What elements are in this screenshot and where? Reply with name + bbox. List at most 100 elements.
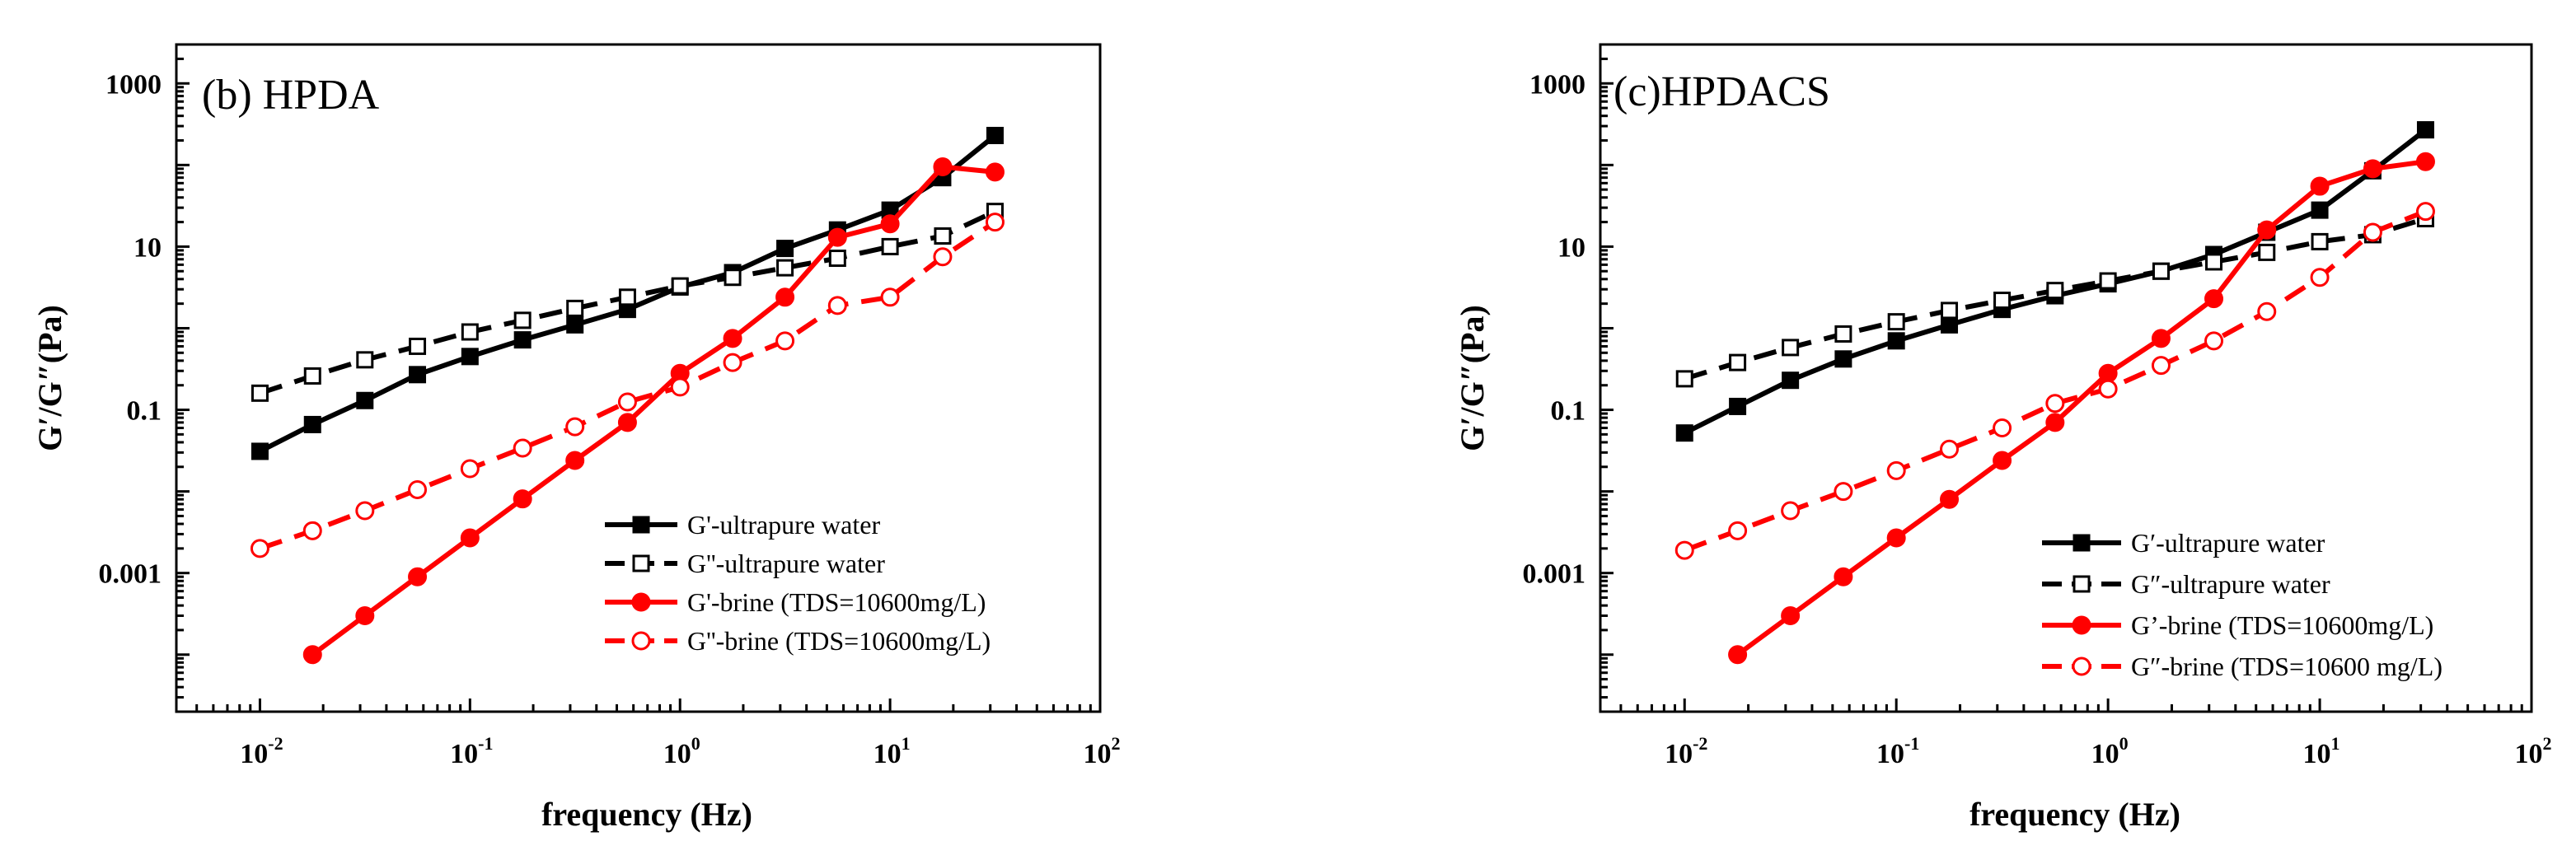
data-point	[775, 287, 795, 307]
data-point	[303, 367, 321, 385]
data-point	[1887, 313, 1905, 331]
chart-panel-1: 10-2 10-1 100 101 102 0.001 0.1 10 1000 frequency…	[1454, 43, 2552, 833]
data-point	[565, 451, 585, 470]
legend: G'-ultrapure water G''-ultrapure water G'-…	[605, 510, 991, 656]
panel-title: (c)HPDACS	[1614, 68, 1830, 115]
data-point	[828, 250, 846, 268]
y-tick-label: 1000	[105, 69, 162, 100]
data-point	[618, 288, 636, 306]
data-point	[356, 391, 374, 409]
legend-label: G'-ultrapure water	[687, 510, 880, 540]
y-axis-title: G′/G″(Pa)	[31, 305, 68, 451]
data-point	[1728, 521, 1748, 540]
data-point	[1834, 325, 1852, 343]
data-point	[2415, 152, 2435, 171]
data-point	[2151, 356, 2171, 376]
data-point	[1782, 339, 1800, 357]
panel-title: (b) HPDA	[202, 72, 380, 119]
data-point	[881, 237, 899, 255]
data-point	[2416, 121, 2434, 139]
data-point	[1675, 370, 1693, 388]
data-point	[775, 331, 795, 351]
data-point	[880, 287, 900, 307]
data-point	[1941, 315, 1959, 334]
x-tick-label: 101	[873, 733, 911, 769]
y-tick-label: 0.1	[127, 396, 162, 427]
x-tick-label: 102	[1084, 733, 1121, 769]
legend: G′-ultrapure water G″-ultrapure water G’-b…	[2042, 528, 2443, 681]
data-point	[460, 528, 480, 548]
data-point	[565, 417, 585, 437]
legend-label: G’-brine (TDS=10600mg/L)	[2131, 610, 2433, 640]
series-line	[259, 220, 997, 551]
y-tick-label: 0.1	[1551, 396, 1586, 427]
legend-label: G''-ultrapure water	[687, 549, 885, 578]
data-point	[2152, 262, 2170, 280]
data-point	[409, 337, 427, 355]
data-point	[2151, 329, 2171, 348]
data-point	[2311, 201, 2329, 219]
data-point	[460, 459, 480, 479]
data-point	[1940, 489, 1960, 509]
data-point	[2258, 243, 2276, 261]
series-2	[1728, 152, 2435, 665]
x-tick-label: 102	[2515, 733, 2552, 769]
data-point	[933, 157, 953, 177]
data-point	[776, 240, 794, 258]
data-point	[2045, 413, 2065, 432]
x-tick-label: 10-2	[240, 733, 283, 769]
data-point	[1887, 332, 1905, 350]
data-point	[2205, 253, 2223, 271]
data-point	[1940, 439, 1960, 459]
legend-marker	[2072, 615, 2091, 635]
legend-marker	[2073, 575, 2091, 593]
x-axis-title: frequency (Hz)	[1969, 796, 2180, 833]
data-point	[617, 413, 637, 432]
data-point	[1993, 418, 2012, 438]
data-point	[2257, 220, 2277, 240]
x-tick-label: 10-2	[1665, 733, 1707, 769]
data-point	[2363, 159, 2382, 179]
legend-label: G″-ultrapure water	[2131, 569, 2330, 599]
data-point	[2098, 363, 2118, 383]
x-tick-label: 10-1	[1876, 733, 1919, 769]
y-tick-label: 10	[133, 232, 162, 263]
x-tick-label: 101	[2303, 733, 2340, 769]
data-point	[408, 480, 428, 500]
data-point	[1834, 567, 1853, 586]
data-point	[302, 521, 322, 540]
series-1	[251, 203, 1004, 402]
data-point	[461, 323, 479, 341]
data-point	[2204, 331, 2224, 351]
x-tick-label: 100	[2091, 733, 2129, 769]
data-point	[250, 539, 269, 558]
series-2	[302, 157, 1005, 665]
data-point	[1729, 353, 1747, 371]
data-point	[303, 415, 321, 433]
legend-marker	[631, 592, 651, 612]
legend-marker	[632, 516, 650, 534]
data-point	[986, 127, 1004, 145]
data-point	[1834, 350, 1852, 368]
data-point	[251, 442, 269, 460]
legend-label: G'-brine (TDS=10600mg/L)	[687, 587, 986, 617]
x-axis-title: frequency (Hz)	[541, 796, 752, 833]
data-point	[827, 296, 847, 315]
data-point	[617, 392, 637, 412]
chart-panel-0: 10-2 10-1 100 101 102 0.001 0.1 10 1000 frequency…	[31, 43, 1121, 833]
series-line	[1684, 208, 2427, 553]
data-point	[723, 329, 742, 348]
legend-marker	[2072, 656, 2091, 676]
data-point	[513, 489, 532, 509]
series-line	[1735, 159, 2426, 657]
data-point	[409, 366, 427, 384]
legend-label: G″-brine (TDS=10600 mg/L)	[2131, 652, 2443, 681]
x-tick-label: 100	[663, 733, 700, 769]
data-point	[671, 277, 689, 295]
data-point	[670, 377, 690, 397]
legend-label: G′-ultrapure water	[2131, 528, 2325, 558]
data-point	[723, 353, 742, 372]
plot-frame	[1599, 43, 2533, 713]
data-point	[566, 315, 584, 334]
data-point	[1782, 371, 1800, 390]
